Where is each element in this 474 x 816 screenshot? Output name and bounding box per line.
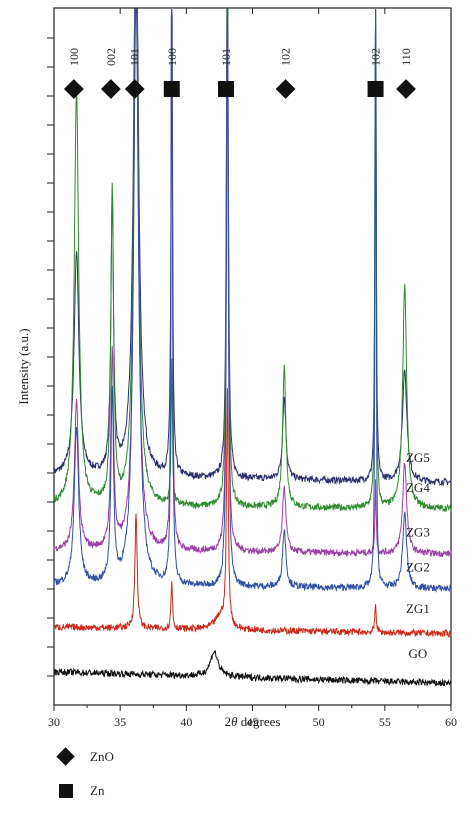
series-label-zg1: ZG1	[406, 601, 430, 616]
peak-label-002: 002	[104, 48, 118, 66]
peak-label-100: 100	[67, 48, 81, 66]
x-axis-title-prefix: 2	[225, 714, 232, 729]
peak-label-101: 101	[219, 48, 233, 66]
legend-label-zn: Zn	[90, 783, 105, 798]
x-axis-title-suffix: degrees	[237, 714, 280, 729]
series-label-zg3: ZG3	[406, 525, 430, 540]
series-traces	[53, 8, 452, 687]
x-axis: 30 35 40 45 50 55 60	[48, 8, 457, 729]
series-label-zg5: ZG5	[406, 450, 430, 465]
x-axis-title-symbol: θ	[231, 714, 238, 729]
trace-zg4	[53, 8, 452, 512]
diamond-marker	[63, 79, 84, 99]
x-tick-label: 50	[313, 715, 325, 729]
diamond-marker	[101, 79, 121, 99]
diamond-marker	[124, 79, 145, 99]
x-tick-label: 35	[114, 715, 126, 729]
legend-item-zno: ZnO	[56, 747, 114, 767]
trace-go	[53, 649, 452, 687]
plot-frame	[47, 7, 452, 706]
diamond-marker	[396, 79, 416, 99]
peak-label-102: 102	[369, 48, 383, 66]
square-marker	[367, 81, 384, 97]
square-marker	[163, 81, 180, 97]
peak-label-101: 101	[128, 48, 142, 66]
x-tick-label: 55	[379, 715, 391, 729]
legend-label-zno: ZnO	[90, 749, 114, 764]
diamond-marker	[275, 79, 296, 99]
trace-zg1	[53, 388, 452, 639]
x-tick-label: 30	[48, 715, 60, 729]
x-tick-label: 45	[247, 715, 259, 729]
trace-zg5	[53, 8, 452, 487]
peak-markers: 100 002 101 100 101 102 102 110	[63, 48, 416, 99]
peak-label-102: 102	[279, 48, 293, 66]
x-axis-title: 2θ degrees	[225, 714, 281, 729]
peak-label-110: 110	[399, 48, 413, 66]
series-label-zg4: ZG4	[406, 480, 430, 495]
legend-item-zn: Zn	[56, 781, 104, 801]
square-icon	[56, 781, 76, 801]
series-label-zg2: ZG2	[406, 560, 430, 575]
x-tick-label: 40	[180, 715, 192, 729]
x-tick-label: 60	[445, 715, 457, 729]
series-labels: ZG5 ZG4 ZG3 ZG2 ZG1 GO	[406, 450, 430, 661]
trace-zg3	[53, 8, 452, 558]
peak-label-100: 100	[165, 48, 179, 66]
y-axis-title: Intensity (a.u.)	[16, 328, 31, 404]
series-label-go: GO	[409, 646, 428, 661]
trace-zg2	[53, 8, 452, 593]
diamond-icon	[56, 747, 76, 767]
square-marker	[218, 81, 235, 97]
